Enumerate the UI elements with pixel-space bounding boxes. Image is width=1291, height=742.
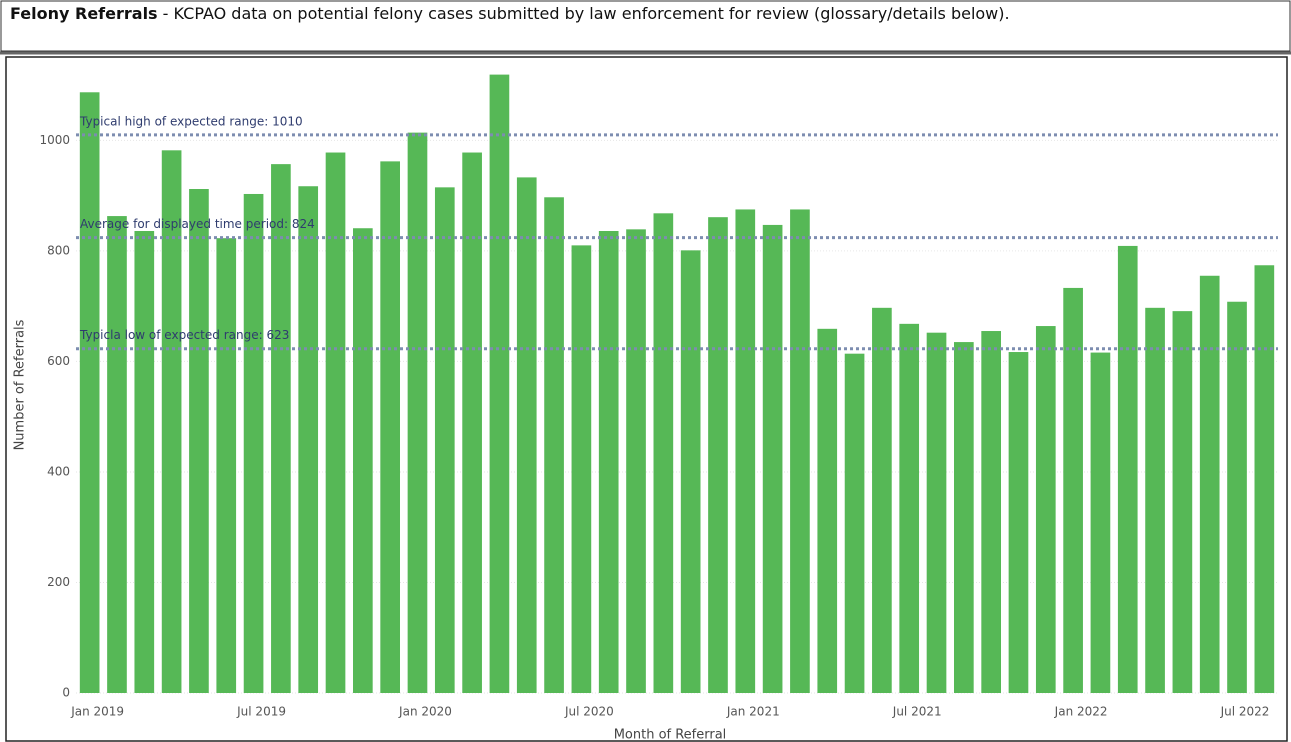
- x-tick-label: Jul 2022: [1220, 705, 1270, 719]
- bar: [161, 150, 182, 693]
- x-tick-label: Jul 2019: [236, 705, 286, 719]
- bar: [981, 331, 1001, 693]
- x-tick-label: Jan 2022: [1054, 705, 1108, 719]
- bar: [680, 250, 701, 693]
- bar: [1199, 275, 1220, 693]
- bar: [817, 328, 838, 693]
- bar: [107, 216, 127, 693]
- bar: [407, 132, 428, 693]
- bar: [926, 332, 947, 693]
- chart-title: Felony Referrals: [10, 4, 158, 23]
- header: Felony Referrals - KCPAO data on potenti…: [10, 4, 1010, 23]
- y-tick-label: 600: [47, 354, 70, 368]
- x-tick-label: Jan 2021: [726, 705, 780, 719]
- y-tick-label: 400: [47, 464, 70, 478]
- bar: [571, 245, 592, 694]
- bar: [243, 193, 264, 693]
- bar: [708, 217, 728, 693]
- bar: [1008, 352, 1029, 693]
- bar: [216, 238, 237, 693]
- x-tick-label: Jul 2020: [564, 705, 614, 719]
- y-tick-label: 0: [62, 686, 70, 700]
- bar: [489, 74, 510, 693]
- x-tick-label: Jan 2019: [70, 705, 124, 719]
- x-tick-label: Jan 2020: [398, 705, 452, 719]
- x-tick-label: Jul 2021: [892, 705, 942, 719]
- bar: [1254, 265, 1275, 693]
- bar: [762, 224, 783, 693]
- bar: [544, 197, 564, 693]
- bar: [653, 213, 674, 693]
- bar: [325, 152, 346, 694]
- bar: [189, 189, 209, 693]
- y-tick-label: 200: [47, 575, 70, 589]
- y-tick-label: 800: [47, 243, 70, 257]
- bar: [1035, 326, 1056, 693]
- bar: [954, 342, 974, 693]
- bar: [134, 231, 155, 693]
- bar: [1063, 287, 1083, 693]
- bar: [298, 186, 319, 693]
- bar: [79, 92, 100, 693]
- bar: [626, 229, 646, 693]
- bar: [1117, 245, 1138, 693]
- y-tick-label: 1000: [39, 133, 70, 147]
- header-box: [0, 0, 1291, 52]
- reference-label: Typicla low of expected range: 623: [79, 328, 289, 342]
- bar: [844, 353, 865, 693]
- bar: [899, 323, 920, 693]
- bar: [1090, 352, 1111, 693]
- bar: [735, 209, 756, 693]
- bar: [380, 161, 400, 694]
- bar: [462, 152, 482, 694]
- reference-label: Typical high of expected range: 1010: [79, 114, 303, 128]
- bar: [1145, 307, 1165, 693]
- reference-label: Average for displayed time period: 824: [80, 217, 315, 231]
- bar: [598, 231, 619, 693]
- bar: [1172, 311, 1193, 693]
- bar: [353, 228, 373, 693]
- x-axis-title: Month of Referral: [614, 728, 727, 742]
- bar: [434, 187, 455, 693]
- y-axis-title: Number of Referrals: [13, 319, 28, 450]
- bar: [271, 164, 291, 693]
- bar: [516, 177, 537, 694]
- bar: [872, 307, 892, 693]
- chart-subtitle: - KCPAO data on potential felony cases s…: [158, 4, 1010, 23]
- bar: [790, 209, 810, 693]
- bar: [1227, 301, 1247, 693]
